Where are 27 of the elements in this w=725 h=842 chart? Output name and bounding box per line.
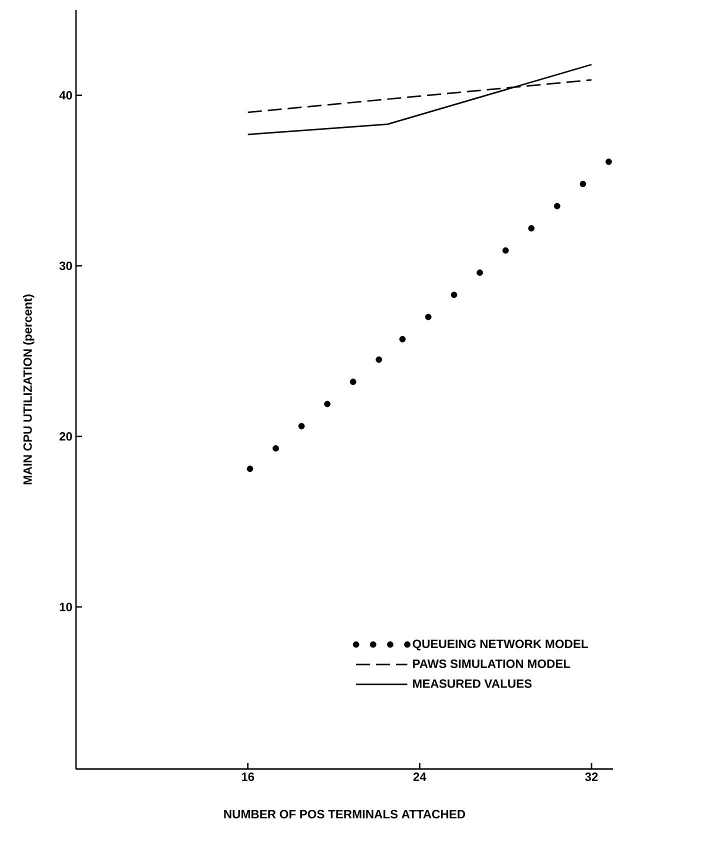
point (246, 466, 254, 472)
y-tick-label: 10 (60, 602, 72, 612)
x-tick-label: 16 (242, 772, 254, 782)
point (272, 445, 279, 452)
point (350, 378, 356, 386)
point (425, 314, 432, 320)
point (376, 356, 382, 363)
y-tick-label: 20 (60, 432, 72, 441)
point (324, 400, 331, 408)
y-tick-label: 30 (59, 262, 72, 270)
point (580, 180, 586, 188)
point (450, 292, 458, 298)
point (528, 225, 535, 232)
x-axis-title: NUMBER OF POS TERMINALS ATTACHED (224, 810, 466, 818)
point (298, 422, 305, 430)
point (399, 336, 406, 342)
point (476, 269, 484, 276)
y-axis-title: MAIN CPU UTILIZATION (percent) (23, 294, 34, 484)
legend-label: PAWS SIMULATION MODEL (413, 660, 570, 668)
x-tick-label: 24 (413, 772, 426, 781)
point (554, 202, 560, 210)
point (606, 158, 612, 165)
legend-label: MEASURED VALUES (413, 679, 532, 688)
legend-label: QUEUEING NETWORK MODEL (412, 640, 588, 650)
x-tick-label: 32 (585, 772, 598, 782)
y-tick-label: 40 (59, 91, 72, 100)
point (502, 247, 509, 254)
